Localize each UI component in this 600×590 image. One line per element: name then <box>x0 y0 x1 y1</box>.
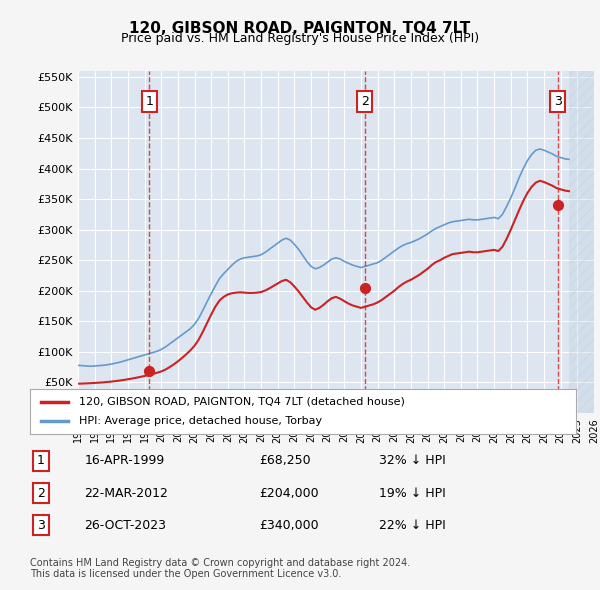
Text: £340,000: £340,000 <box>259 519 319 532</box>
Text: 22-MAR-2012: 22-MAR-2012 <box>85 487 169 500</box>
Text: HPI: Average price, detached house, Torbay: HPI: Average price, detached house, Torb… <box>79 417 322 426</box>
Text: 32% ↓ HPI: 32% ↓ HPI <box>379 454 446 467</box>
Point <box>145 366 154 376</box>
Text: 3: 3 <box>554 95 562 108</box>
Text: 26-OCT-2023: 26-OCT-2023 <box>85 519 167 532</box>
Text: 120, GIBSON ROAD, PAIGNTON, TQ4 7LT: 120, GIBSON ROAD, PAIGNTON, TQ4 7LT <box>130 21 470 35</box>
Text: 19% ↓ HPI: 19% ↓ HPI <box>379 487 446 500</box>
Text: 1: 1 <box>145 95 154 108</box>
Text: 22% ↓ HPI: 22% ↓ HPI <box>379 519 446 532</box>
Text: 2: 2 <box>37 487 45 500</box>
Point <box>553 201 562 210</box>
Text: Price paid vs. HM Land Registry's House Price Index (HPI): Price paid vs. HM Land Registry's House … <box>121 32 479 45</box>
Bar <box>569 71 594 413</box>
Text: Contains HM Land Registry data © Crown copyright and database right 2024.
This d: Contains HM Land Registry data © Crown c… <box>30 558 410 579</box>
Text: 2: 2 <box>361 95 368 108</box>
Text: £68,250: £68,250 <box>259 454 311 467</box>
Text: 1: 1 <box>37 454 45 467</box>
Text: 16-APR-1999: 16-APR-1999 <box>85 454 165 467</box>
Text: £204,000: £204,000 <box>259 487 319 500</box>
Text: 120, GIBSON ROAD, PAIGNTON, TQ4 7LT (detached house): 120, GIBSON ROAD, PAIGNTON, TQ4 7LT (det… <box>79 397 405 407</box>
Text: 3: 3 <box>37 519 45 532</box>
Point <box>360 284 370 293</box>
